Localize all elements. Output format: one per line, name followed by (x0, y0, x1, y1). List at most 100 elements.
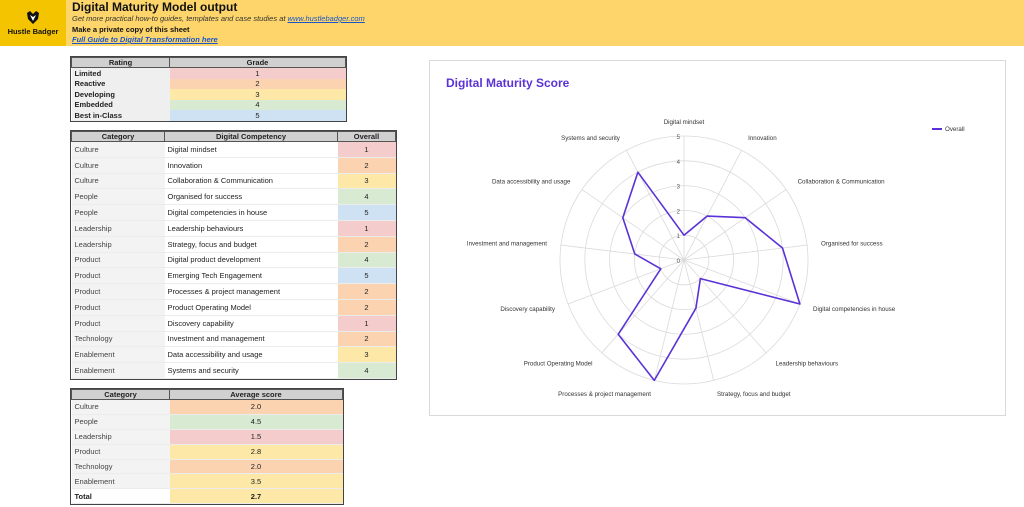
category-cell: Leadership (71, 236, 165, 253)
radar-chart[interactable]: Digital Maturity Score 0 1 2 3 4 5 Digital min… (429, 60, 1006, 416)
table-row: Leadership Strategy, focus and budget 2 (71, 236, 396, 253)
average-score-cell: 2.8 (169, 444, 343, 460)
tick-label: 0 (677, 259, 681, 265)
legend-label: Overall (945, 126, 965, 133)
competency-cell: Organised for success (164, 188, 338, 206)
table-row: Product Product Operating Model 2 (71, 299, 396, 316)
axis-label: Investment and management (467, 240, 547, 247)
table-row: Product 2.8 (71, 444, 343, 460)
category-cell: Culture (71, 173, 165, 190)
category-cell: Product (71, 252, 165, 269)
average-score-cell: 2.0 (169, 459, 343, 475)
column-header: Overall (337, 131, 396, 142)
axis-label: Digital competencies in house (813, 306, 896, 313)
spoke-line (626, 150, 685, 261)
competency-cell: Processes & project management (164, 283, 338, 300)
hustle-badger-logo[interactable]: Hustle Badger (0, 0, 66, 46)
column-header: Category (71, 131, 165, 142)
category-cell: People (71, 204, 165, 221)
competency-cell: Discovery capability (164, 315, 338, 332)
rating-grade: 1 (169, 67, 346, 79)
spoke-line (683, 150, 742, 261)
guide-link[interactable]: Full Guide to Digital Transformation her… (72, 35, 218, 44)
spoke-line (683, 259, 715, 381)
category-cell: Enablement (71, 346, 165, 364)
rating-grade: 4 (169, 99, 346, 110)
axis-label: Processes & project management (558, 391, 651, 398)
tick-label: 2 (677, 209, 681, 215)
axis-label: Product Operating Model (524, 360, 593, 367)
category-cell: Product (71, 267, 165, 285)
table-row: Product Processes & project management 2 (71, 283, 396, 300)
spoke-line (683, 189, 787, 261)
hustlebadger-link[interactable]: www.hustlebadger.com (287, 14, 365, 23)
category-cell: Product (71, 283, 165, 300)
table-row: Product Emerging Tech Engagement 5 (71, 267, 396, 285)
subtitle-text: Get more practical how-to guides, templa… (72, 14, 288, 23)
overall-cell: 2 (337, 299, 396, 316)
overall-cell: 2 (337, 236, 396, 253)
rating-grade: 3 (169, 89, 346, 100)
private-copy-note: Make a private copy of this sheet (72, 25, 190, 34)
badger-icon (27, 10, 39, 24)
column-header: Grade (169, 57, 346, 68)
axis-label: Discovery capability (500, 306, 556, 313)
axis-label: Collaboration & Communication (798, 179, 886, 186)
category-cell: People (71, 188, 165, 206)
average-score-cell: 4.5 (169, 414, 343, 430)
overall-cell: 2 (337, 283, 396, 300)
table-row: Technology 2.0 (71, 459, 343, 475)
axis-label: Innovation (748, 135, 777, 142)
table-row: Product Discovery capability 1 (71, 315, 396, 332)
rating-grade: 5 (169, 110, 346, 121)
overall-cell: 2 (337, 157, 396, 174)
overall-cell: 3 (337, 173, 396, 190)
overall-cell: 2 (337, 331, 396, 348)
competency-cell: Digital mindset (164, 141, 338, 158)
overall-cell: 1 (337, 141, 396, 158)
competency-cell: Data accessibility and usage (164, 346, 338, 364)
competency-cell: Systems and security (164, 362, 338, 379)
table-row: Leadership 1.5 (71, 429, 343, 445)
spoke-line (683, 259, 801, 305)
category-cell: Enablement (71, 362, 165, 379)
competency-cell: Product Operating Model (164, 299, 338, 316)
category-cell: People (71, 414, 170, 430)
spoke-line (567, 259, 685, 305)
average-score-cell: 2.0 (169, 399, 343, 415)
overall-cell: 4 (337, 252, 396, 269)
spoke-line (653, 259, 685, 381)
chart-title: Digital Maturity Score (446, 76, 570, 90)
table-row: Culture 2.0 (71, 399, 343, 415)
spoke-line (601, 259, 685, 354)
rating-label: Best in-Class (71, 110, 170, 121)
competency-cell: Leadership behaviours (164, 220, 338, 237)
rating-row: Reactive 2 (71, 78, 346, 89)
tick-label: 3 (677, 185, 681, 191)
category-cell: Product (71, 444, 170, 460)
axis-label: Organised for success (821, 240, 883, 247)
column-header: Category (71, 389, 170, 400)
category-cell: Culture (71, 141, 165, 158)
total-label: Total (71, 488, 170, 505)
average-score-cell: 3.5 (169, 473, 343, 490)
rating-label: Embedded (71, 99, 170, 110)
rating-label: Limited (71, 67, 170, 79)
rating-grade: 2 (169, 78, 346, 89)
rating-table: Rating Grade Limited 1 Reactive 2 Developing… (70, 56, 347, 122)
overall-cell: 4 (337, 188, 396, 206)
table-row: Leadership Leadership behaviours 1 (71, 220, 396, 237)
competency-cell: Collaboration & Communication (164, 173, 338, 190)
competency-cell: Strategy, focus and budget (164, 236, 338, 253)
overall-cell: 1 (337, 315, 396, 332)
table-row: Enablement Systems and security 4 (71, 362, 396, 379)
tick-label: 4 (677, 160, 681, 166)
axis-label: Data accessibility and usage (492, 179, 571, 186)
total-score: 2.7 (169, 488, 343, 505)
category-cell: Leadership (71, 220, 165, 237)
table-row: People Digital competencies in house 5 (71, 204, 396, 221)
rating-row: Limited 1 (71, 67, 346, 79)
category-cell: Product (71, 315, 165, 332)
spoke-line (560, 244, 685, 261)
subtitle: Get more practical how-to guides, templa… (72, 14, 365, 23)
